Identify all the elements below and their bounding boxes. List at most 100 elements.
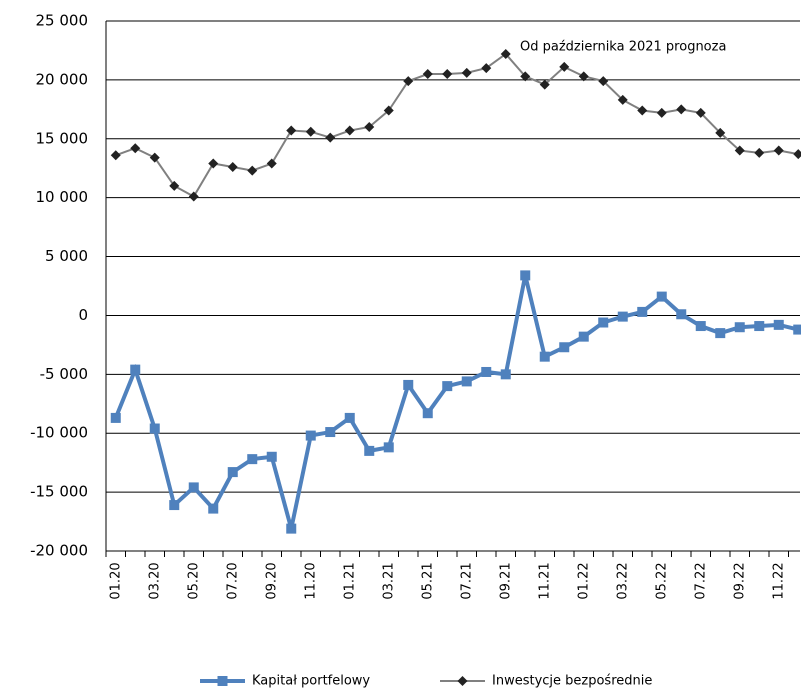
point (598, 317, 609, 328)
point (305, 430, 316, 441)
y-tick-label: 5 000 (45, 247, 88, 265)
y-tick-label: -5 000 (40, 365, 88, 383)
point (500, 369, 511, 380)
point (520, 270, 531, 281)
legend-marker (217, 676, 228, 686)
point (422, 408, 433, 419)
point (286, 523, 297, 534)
point (773, 145, 784, 156)
point (656, 107, 667, 118)
point (539, 79, 550, 90)
point (169, 180, 180, 191)
point (110, 412, 121, 423)
x-tick-label: 05.20 (186, 562, 201, 599)
series-line (113, 274, 799, 530)
point (520, 71, 531, 82)
y-tick-label: -10 000 (30, 424, 88, 442)
point (734, 322, 745, 333)
x-tick-label: 09.21 (498, 562, 513, 599)
point (305, 126, 316, 137)
point (364, 445, 375, 456)
point (656, 291, 667, 302)
point (286, 125, 297, 136)
x-tick-label: 03.20 (147, 562, 162, 599)
point (227, 467, 238, 478)
y-tick-label: -15 000 (30, 483, 88, 501)
point (637, 105, 648, 116)
point (598, 76, 609, 87)
point (539, 351, 550, 362)
point (461, 376, 472, 387)
point (617, 311, 628, 322)
x-tick-label: 05.22 (654, 562, 669, 599)
legend-label: Inwestycje bezpośrednie (492, 674, 652, 689)
point (130, 143, 141, 154)
y-tick-label: 0 (78, 306, 88, 324)
point (344, 412, 355, 423)
point (442, 69, 453, 79)
x-tick-label: 11.22 (771, 562, 786, 599)
y-tick-label: -20 000 (30, 542, 88, 560)
y-tick-label: 25 000 (36, 12, 89, 30)
point (676, 104, 687, 115)
point (325, 427, 336, 438)
point (578, 331, 589, 342)
point (208, 158, 219, 169)
point (695, 107, 706, 118)
point (559, 61, 570, 72)
point (559, 342, 570, 353)
point (481, 63, 492, 74)
x-tick-label: 01.22 (576, 562, 591, 599)
point (169, 500, 180, 511)
point (383, 105, 394, 116)
x-tick-label: 03.22 (615, 562, 630, 599)
point (188, 482, 199, 493)
point (325, 132, 336, 143)
annotation: Od października 2021 prognoza (520, 40, 726, 55)
point (403, 379, 414, 390)
x-tick-label: 01.21 (342, 562, 357, 599)
point (188, 191, 199, 202)
x-tick-label: 07.22 (693, 562, 708, 599)
point (247, 165, 258, 176)
point (422, 69, 433, 79)
point (266, 158, 277, 169)
point (403, 76, 414, 87)
point (461, 67, 472, 78)
point (149, 152, 160, 163)
x-tick-label: 07.21 (459, 562, 474, 599)
point (442, 381, 453, 392)
point (773, 319, 784, 330)
point (130, 364, 141, 375)
x-tick-label: 01.20 (108, 562, 123, 599)
point (383, 442, 394, 453)
point (715, 127, 726, 138)
point (364, 122, 375, 132)
y-tick-label: 10 000 (36, 188, 89, 206)
x-tick-label: 07.20 (225, 562, 240, 599)
y-tick-label: 20 000 (36, 70, 89, 88)
point (637, 306, 648, 317)
point (754, 147, 765, 158)
legend-marker (457, 676, 468, 686)
point (676, 309, 687, 320)
x-tick-label: 11.21 (537, 562, 552, 599)
point (715, 328, 726, 339)
point (227, 162, 238, 173)
point (266, 451, 277, 462)
series-line (115, 52, 799, 198)
x-tick-label: 09.20 (264, 562, 279, 599)
x-tick-label: 05.21 (420, 562, 435, 599)
point (578, 71, 589, 82)
point (793, 149, 801, 160)
point (617, 94, 628, 105)
y-tick-label: 15 000 (36, 129, 89, 147)
point (695, 321, 706, 332)
point (247, 454, 258, 465)
point (793, 324, 801, 335)
legend-label: Kapitał portfelowy (252, 674, 370, 689)
point (344, 125, 355, 136)
x-tick-label: 09.22 (732, 562, 747, 599)
point (734, 145, 745, 156)
